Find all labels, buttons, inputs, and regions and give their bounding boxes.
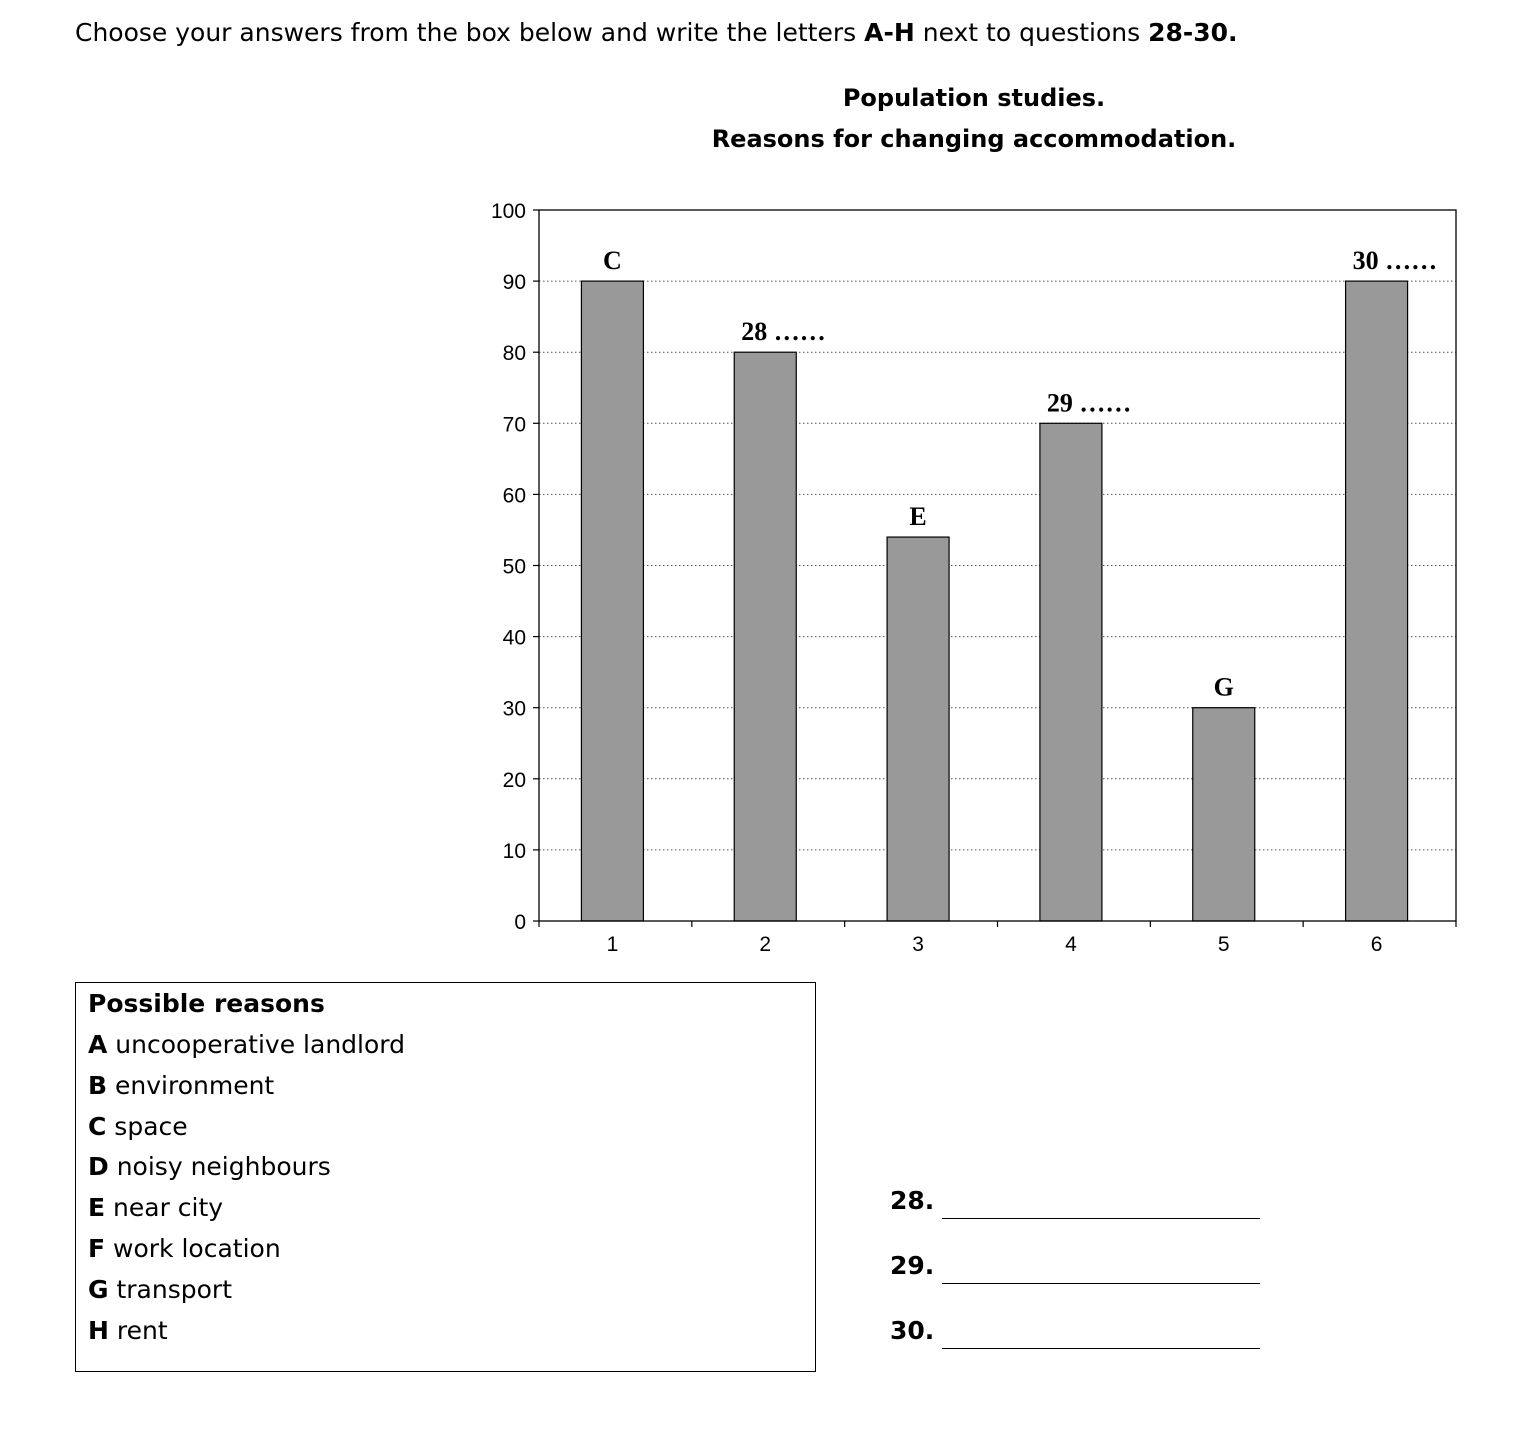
y-tick-label: 90 bbox=[503, 271, 526, 294]
reason-text: environment bbox=[107, 1071, 275, 1100]
x-tick-label: 5 bbox=[1218, 933, 1230, 956]
reason-item-d: D noisy neighbours bbox=[88, 1152, 331, 1181]
instructions-middle: next to questions bbox=[914, 18, 1149, 47]
x-tick-label: 2 bbox=[759, 933, 771, 956]
y-tick-label: 30 bbox=[503, 698, 526, 721]
bar-chart: 0 10 20 30 40 50 60 70 80 90 100 1 2 3 4 5 6 C 28 …… E 29 … bbox=[491, 200, 1457, 956]
x-tick-label: 6 bbox=[1371, 933, 1383, 956]
reason-item-b: B environment bbox=[88, 1071, 274, 1100]
reason-item-h: H rent bbox=[88, 1316, 168, 1345]
reason-text: transport bbox=[108, 1275, 232, 1304]
instructions-questions: 28-30. bbox=[1148, 18, 1238, 47]
bar-label: C bbox=[603, 246, 622, 275]
reason-letter: D bbox=[88, 1152, 109, 1181]
bar bbox=[733, 351, 797, 922]
bar-label: 28 …… bbox=[741, 317, 826, 346]
reason-letter: G bbox=[88, 1275, 109, 1304]
question-number: 29. bbox=[890, 1251, 935, 1280]
bar bbox=[1192, 707, 1256, 922]
reason-item-e: E near city bbox=[88, 1193, 223, 1222]
reasons-heading: Possible reasons bbox=[88, 989, 325, 1018]
question-number: 28. bbox=[890, 1186, 935, 1215]
reason-text: near city bbox=[105, 1193, 224, 1222]
bar bbox=[886, 536, 950, 922]
y-tick-label: 0 bbox=[514, 911, 526, 934]
possible-reasons-box: Possible reasons A uncooperative landlor… bbox=[75, 982, 816, 1372]
reason-letter: H bbox=[88, 1316, 109, 1345]
plot-area-frame bbox=[538, 209, 1457, 922]
bar bbox=[580, 280, 645, 922]
x-tick-label: 3 bbox=[912, 933, 924, 956]
reason-letter: B bbox=[88, 1071, 108, 1100]
instructions: Choose your answers from the box below a… bbox=[75, 18, 1238, 47]
y-tick-label: 80 bbox=[503, 342, 526, 365]
grid-lines bbox=[539, 280, 1456, 851]
y-tick-label: 10 bbox=[503, 840, 526, 863]
reason-item-g: G transport bbox=[88, 1275, 232, 1304]
question-number: 30. bbox=[890, 1316, 935, 1345]
bar-label: 29 …… bbox=[1047, 388, 1132, 417]
chart-subtitle: Reasons for changing accommodation. bbox=[711, 125, 1237, 153]
reason-text: rent bbox=[108, 1316, 168, 1345]
y-axis-ticks: 0 10 20 30 40 50 60 70 80 90 100 bbox=[491, 200, 539, 934]
reason-item-c: C space bbox=[88, 1112, 188, 1141]
chart-title: Population studies. bbox=[842, 84, 1106, 112]
answer-blank-28[interactable] bbox=[942, 1218, 1260, 1219]
answer-blank-30[interactable] bbox=[942, 1348, 1260, 1349]
y-tick-label: 60 bbox=[503, 484, 526, 507]
bar-label: 30 …… bbox=[1353, 246, 1438, 275]
reason-text: space bbox=[106, 1112, 188, 1141]
y-tick-label: 20 bbox=[503, 769, 526, 792]
bars bbox=[580, 280, 1409, 922]
reason-letter: A bbox=[88, 1030, 108, 1059]
reason-text: noisy neighbours bbox=[108, 1152, 331, 1181]
bar bbox=[1039, 422, 1103, 922]
axes bbox=[538, 209, 1457, 922]
y-tick-label: 50 bbox=[503, 556, 526, 579]
bar bbox=[1344, 280, 1409, 922]
x-tick-label: 4 bbox=[1065, 933, 1077, 956]
bar-label: E bbox=[909, 502, 926, 531]
reason-letter: E bbox=[88, 1193, 106, 1222]
reason-item-f: F work location bbox=[88, 1234, 281, 1263]
reason-letter: C bbox=[88, 1112, 107, 1141]
y-tick-label: 100 bbox=[491, 200, 526, 223]
y-tick-label: 40 bbox=[503, 627, 526, 650]
reason-text: uncooperative landlord bbox=[107, 1030, 405, 1059]
y-tick-label: 70 bbox=[503, 413, 526, 436]
instructions-prefix: Choose your answers from the box below a… bbox=[75, 18, 865, 47]
reason-text: work location bbox=[105, 1234, 281, 1263]
reason-item-a: A uncooperative landlord bbox=[88, 1030, 405, 1059]
bar-label: G bbox=[1214, 673, 1234, 702]
instructions-letters: A-H bbox=[864, 18, 915, 47]
x-tick-label: 1 bbox=[607, 933, 619, 956]
answer-blank-29[interactable] bbox=[942, 1283, 1260, 1284]
x-axis-ticks: 1 2 3 4 5 6 bbox=[538, 921, 1457, 956]
reason-letter: F bbox=[88, 1234, 106, 1263]
bar-labels: C 28 …… E 29 …… G 30 …… bbox=[603, 246, 1437, 702]
